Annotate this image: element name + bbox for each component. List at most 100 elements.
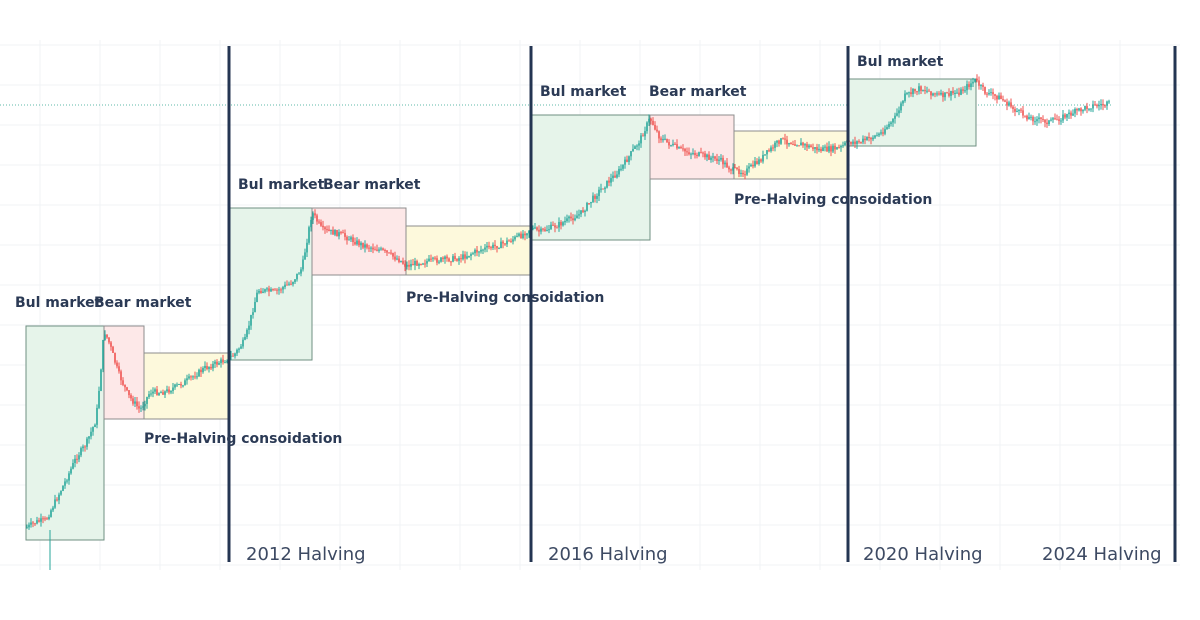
candle-up [670, 145, 672, 146]
candle-down [76, 459, 78, 460]
candle-up [150, 394, 152, 395]
candle-down [794, 144, 796, 146]
candle-up [566, 218, 568, 221]
candle-up [808, 146, 810, 148]
candle-down [206, 366, 208, 369]
candle-down [860, 142, 862, 143]
candle-up [1106, 102, 1108, 106]
candle-up [1030, 117, 1032, 118]
candle-down [136, 401, 138, 406]
candle-down [374, 249, 376, 250]
candle-up [266, 288, 268, 289]
candle-up [822, 147, 824, 151]
candle-down [660, 138, 662, 140]
candle-up [540, 229, 542, 232]
candle-down [390, 253, 392, 254]
candle-down [948, 93, 950, 96]
candle-up [596, 196, 598, 199]
candle-up [862, 139, 864, 143]
candle-down [806, 144, 808, 147]
candle-up [1088, 109, 1090, 110]
candle-up [406, 265, 408, 267]
candle-down [442, 258, 444, 259]
candle-up [824, 147, 826, 148]
candle-down [688, 152, 690, 154]
candle-down [382, 248, 384, 250]
candle-down [430, 259, 432, 260]
candle-down [560, 222, 562, 225]
candle-down [982, 85, 984, 87]
candle-up [874, 136, 876, 138]
candle-up [814, 147, 816, 149]
candle-down [820, 149, 822, 151]
candle-down [200, 370, 202, 372]
candle-down [342, 232, 344, 233]
candle-up [462, 254, 464, 259]
candle-up [788, 143, 790, 144]
candle-up [672, 144, 674, 145]
candle-up [212, 364, 214, 369]
candle-down [1080, 108, 1082, 111]
candle-up [634, 146, 636, 149]
candle-down [260, 291, 262, 293]
candle-down [602, 189, 604, 190]
candle-down [1012, 107, 1014, 109]
candle-up [1068, 113, 1070, 115]
candle-up [896, 113, 898, 115]
candle-down [446, 257, 448, 259]
candle-up [70, 469, 72, 474]
candle-up [86, 439, 88, 447]
candle-down [412, 264, 414, 265]
candle-up [294, 279, 296, 282]
candle-down [324, 227, 326, 229]
candle-up [188, 376, 190, 378]
candle-up [724, 163, 726, 165]
candle-up [312, 213, 314, 220]
candle-up [636, 146, 638, 147]
candle-down [126, 387, 128, 390]
bull-phase-label: Bul market [540, 84, 627, 100]
candle-down [1070, 113, 1072, 116]
candle-up [624, 160, 626, 165]
candle-up [170, 391, 172, 392]
candle-up [472, 253, 474, 254]
candle-down [784, 138, 786, 139]
candle-up [52, 508, 54, 511]
candle-down [394, 257, 396, 260]
candle-up [932, 93, 934, 95]
candle-up [142, 406, 144, 407]
candle-up [40, 518, 42, 521]
candle-up [972, 82, 974, 84]
candle-up [26, 527, 28, 528]
candle-down [450, 261, 452, 262]
candle-up [100, 369, 102, 390]
candle-up [1038, 118, 1040, 120]
candle-up [950, 91, 952, 96]
candle-down [968, 84, 970, 87]
candle-up [832, 146, 834, 152]
candle-down [392, 253, 394, 256]
candle-down [156, 389, 158, 395]
candle-down [1076, 109, 1078, 110]
candle-up [600, 189, 602, 190]
candle-down [332, 230, 334, 235]
candle-down [594, 196, 596, 199]
candle-down [838, 147, 840, 148]
candle-down [56, 499, 58, 500]
candle-up [484, 248, 486, 250]
candle-up [252, 312, 254, 315]
candle-up [610, 178, 612, 183]
candle-up [1016, 111, 1018, 112]
candle-up [954, 93, 956, 94]
candle-up [104, 334, 106, 340]
candle-down [910, 92, 912, 94]
candle-up [270, 289, 272, 291]
candle-up [590, 202, 592, 203]
candle-up [662, 139, 664, 140]
candle-up [568, 217, 570, 219]
candle-down [714, 156, 716, 158]
candle-down [384, 250, 386, 251]
halving-label: 2020 Halving [863, 544, 983, 565]
candle-up [638, 143, 640, 145]
candle-up [68, 473, 70, 480]
